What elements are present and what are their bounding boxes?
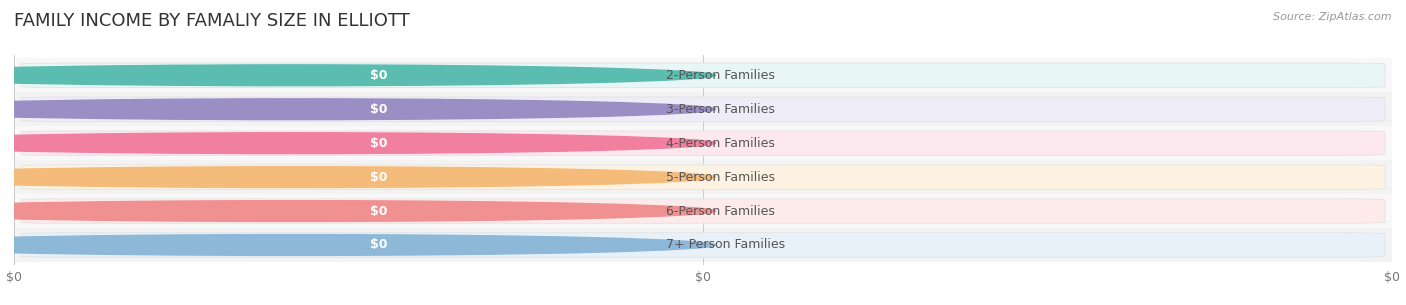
Bar — [14, 92, 1392, 126]
FancyBboxPatch shape — [21, 131, 1385, 155]
Bar — [14, 228, 1392, 262]
Text: 2-Person Families: 2-Person Families — [666, 69, 775, 82]
Circle shape — [0, 167, 716, 188]
Circle shape — [0, 133, 716, 153]
FancyBboxPatch shape — [21, 97, 1385, 121]
Text: 5-Person Families: 5-Person Families — [666, 170, 775, 184]
Circle shape — [0, 235, 716, 255]
Bar — [14, 126, 1392, 160]
FancyBboxPatch shape — [346, 100, 412, 118]
FancyBboxPatch shape — [346, 135, 412, 152]
Text: $0: $0 — [370, 69, 388, 82]
Bar — [14, 194, 1392, 228]
Text: $0: $0 — [370, 239, 388, 252]
Circle shape — [0, 99, 716, 120]
Circle shape — [0, 65, 716, 86]
Text: $0: $0 — [370, 103, 388, 116]
Text: Source: ZipAtlas.com: Source: ZipAtlas.com — [1274, 12, 1392, 22]
Bar — [14, 160, 1392, 194]
Text: $0: $0 — [370, 205, 388, 217]
Circle shape — [0, 201, 716, 221]
Bar — [14, 58, 1392, 92]
Text: 6-Person Families: 6-Person Families — [666, 205, 775, 217]
FancyBboxPatch shape — [21, 199, 1385, 223]
Text: $0: $0 — [370, 137, 388, 150]
FancyBboxPatch shape — [21, 233, 1385, 257]
Text: 4-Person Families: 4-Person Families — [666, 137, 775, 150]
Text: $0: $0 — [370, 170, 388, 184]
FancyBboxPatch shape — [21, 63, 1385, 88]
FancyBboxPatch shape — [346, 66, 412, 84]
FancyBboxPatch shape — [346, 168, 412, 186]
FancyBboxPatch shape — [21, 165, 1385, 189]
Text: 3-Person Families: 3-Person Families — [666, 103, 775, 116]
Text: 7+ Person Families: 7+ Person Families — [666, 239, 785, 252]
Text: FAMILY INCOME BY FAMALIY SIZE IN ELLIOTT: FAMILY INCOME BY FAMALIY SIZE IN ELLIOTT — [14, 12, 409, 30]
FancyBboxPatch shape — [346, 236, 412, 254]
FancyBboxPatch shape — [346, 202, 412, 220]
